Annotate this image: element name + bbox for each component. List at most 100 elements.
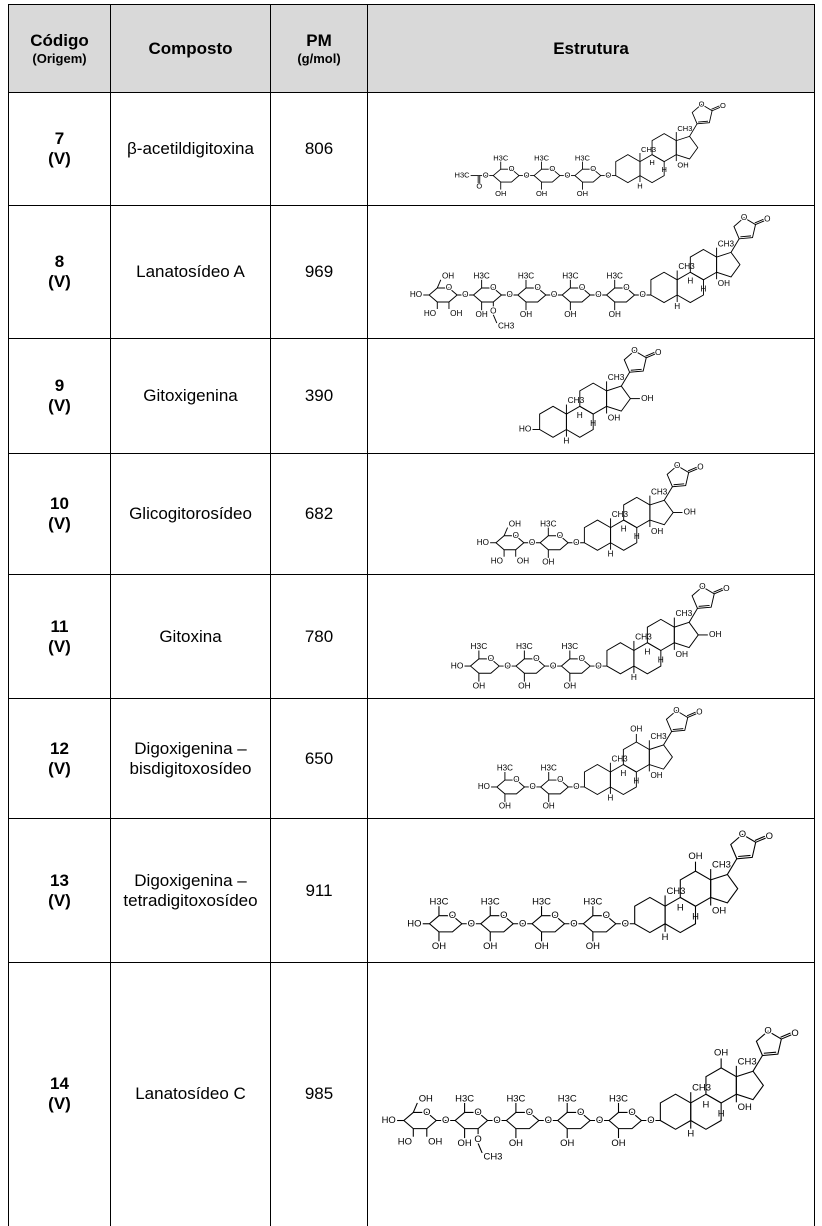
ring bbox=[676, 136, 698, 159]
ring bbox=[496, 535, 524, 549]
atom-label: CH3 bbox=[635, 631, 652, 641]
atom-label: H3C bbox=[518, 271, 534, 280]
structure: OOCH3CH3HHHOHOOH3COHOOH3COHOOH3COHOOH3CO… bbox=[368, 207, 813, 338]
atom-label: OH bbox=[534, 941, 548, 952]
code: 12 bbox=[9, 739, 110, 759]
bond bbox=[631, 369, 642, 370]
bond bbox=[646, 354, 655, 358]
atom-label: O bbox=[557, 775, 563, 784]
bond bbox=[646, 352, 655, 356]
name-cell: Digoxigenina – tetradigitoxosídeo bbox=[111, 819, 271, 963]
atom-label: OH bbox=[677, 160, 688, 169]
molecular-weight: 390 bbox=[305, 386, 333, 405]
atom-label: H3C bbox=[455, 170, 471, 179]
bond bbox=[781, 1033, 791, 1037]
ring bbox=[516, 658, 545, 672]
atom-label: H bbox=[637, 181, 642, 190]
atom-label: O bbox=[423, 1107, 430, 1118]
structure-cell: OOCH3CH3HHHOHOHOOH3COHOOH3COHOOH3COHOOH3… bbox=[368, 963, 815, 1226]
atom-label: O bbox=[723, 582, 730, 592]
header-text: Estrutura bbox=[553, 39, 629, 58]
page: {"header": {"codigo": "Código", "origem"… bbox=[0, 0, 822, 1225]
compound-name: Glicogitorosídeo bbox=[129, 504, 252, 523]
atom-label: O bbox=[557, 530, 563, 539]
compound-name: Lanatosídeo A bbox=[136, 262, 245, 281]
code-cell: 13(V) bbox=[9, 819, 111, 963]
origin: (V) bbox=[9, 396, 110, 416]
origin: (V) bbox=[9, 149, 110, 169]
atom-label: H bbox=[687, 276, 693, 285]
atom-label: H3C bbox=[455, 1093, 474, 1104]
atom-label: O bbox=[488, 653, 495, 663]
atom-label: O bbox=[647, 1115, 654, 1126]
atom-label: OH bbox=[543, 801, 555, 810]
table-row: 12(V)Digoxigenina – bisdigitoxosídeo650O… bbox=[9, 699, 815, 819]
ring bbox=[481, 915, 513, 931]
atom-label: O bbox=[579, 653, 586, 663]
mw-cell: 682 bbox=[271, 454, 368, 575]
atom-label: OH bbox=[611, 1138, 625, 1149]
atom-label: H3C bbox=[583, 896, 602, 907]
atom-label: H bbox=[701, 284, 707, 293]
header-text: (Origem) bbox=[9, 51, 110, 66]
atom-label: HO bbox=[478, 782, 490, 791]
bond bbox=[674, 483, 685, 484]
atom-label: OH bbox=[473, 680, 486, 690]
atom-label: O bbox=[474, 1134, 481, 1145]
atom-label: O bbox=[595, 660, 602, 670]
atom-label: H bbox=[674, 301, 680, 310]
atom-label: H3C bbox=[506, 1093, 525, 1104]
atom-label: O bbox=[490, 283, 496, 292]
bond bbox=[764, 1052, 776, 1053]
atom-label: H3C bbox=[558, 1093, 577, 1104]
atom-label: O bbox=[550, 660, 557, 670]
code-cell: 7(V) bbox=[9, 93, 111, 206]
atom-label: H3C bbox=[540, 519, 556, 528]
atom-label: HO bbox=[519, 423, 532, 433]
structure: OOCH3CH3HHHOHOHOOH3COHOOH3COHOOH3COHOOH3… bbox=[368, 820, 813, 962]
ring bbox=[584, 764, 610, 794]
atom-label: O bbox=[640, 290, 646, 299]
atom-label: OH bbox=[560, 1138, 574, 1149]
atom-label: O bbox=[570, 918, 577, 929]
bond bbox=[738, 855, 750, 856]
atom-label: OH bbox=[542, 557, 554, 566]
atom-label: O bbox=[509, 164, 515, 173]
table-row: 13(V)Digoxigenina – tetradigitoxosídeo91… bbox=[9, 819, 815, 963]
code-cell: 12(V) bbox=[9, 699, 111, 819]
bond bbox=[755, 836, 765, 840]
atom-label: O bbox=[534, 283, 540, 292]
atom-label: H3C bbox=[473, 271, 489, 280]
molecular-weight: 650 bbox=[305, 749, 333, 768]
bond bbox=[493, 314, 497, 322]
table-row: 11(V)Gitoxina780OOCH3CH3HHHOHOHOOH3COHOO… bbox=[9, 575, 815, 699]
atom-label: O bbox=[696, 707, 702, 716]
code: 8 bbox=[9, 252, 110, 272]
bond bbox=[740, 235, 751, 236]
compound-name: Gitoxigenina bbox=[143, 386, 238, 405]
structure-group: OOCH3CH3HHHOHOHOOH3COHOOOHHOHOOH bbox=[477, 460, 704, 566]
atom-label: OH bbox=[450, 308, 462, 317]
atom-label: O bbox=[513, 775, 519, 784]
ring bbox=[609, 1112, 641, 1128]
molecular-weight: 682 bbox=[305, 504, 333, 523]
header-text: Composto bbox=[148, 39, 232, 58]
bond bbox=[712, 107, 720, 110]
structure-cell: OOCH3CH3HHHOHOHOOH3COHOOH3COHHO bbox=[368, 699, 815, 819]
atom-label: OH bbox=[577, 188, 588, 197]
atom-label: H bbox=[608, 549, 614, 558]
atom-label: O bbox=[655, 346, 662, 356]
atom-label: OH bbox=[676, 648, 689, 658]
atom-label: CH3 bbox=[666, 885, 685, 896]
atom-label: OH bbox=[536, 188, 547, 197]
atom-label: O bbox=[564, 170, 570, 179]
atom-label: O bbox=[577, 1107, 584, 1118]
atom-label: OH bbox=[630, 724, 642, 733]
atom-label: H3C bbox=[516, 641, 533, 651]
atom-label: CH3 bbox=[498, 321, 515, 330]
name-cell: Lanatosídeo A bbox=[111, 206, 271, 339]
atom-label: O bbox=[590, 164, 596, 173]
